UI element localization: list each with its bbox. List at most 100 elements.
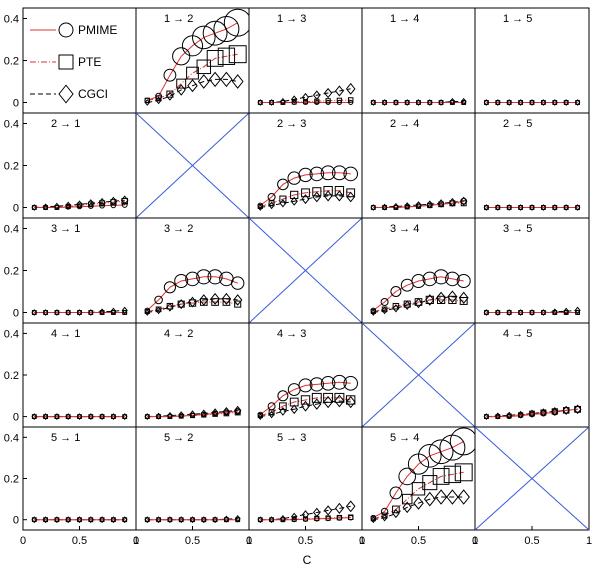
panel-label: 1 → 5	[503, 13, 532, 25]
point-pmime	[154, 295, 163, 305]
legend-label: CGCI	[78, 87, 108, 101]
panel-label: 3 → 5	[503, 223, 532, 235]
panel-1-4: 1 → 4	[361, 7, 476, 114]
x-tick-label: 0.5	[298, 535, 313, 547]
point-pmime	[370, 307, 377, 314]
point-cgci	[323, 505, 333, 516]
x-tick-label: 0	[359, 535, 365, 547]
point-cgci	[562, 405, 570, 415]
x-tick-label: 1	[133, 535, 139, 547]
point-cgci	[268, 410, 275, 419]
point-cgci	[290, 95, 298, 104]
point-pmime	[155, 92, 163, 100]
point-pmime	[231, 276, 245, 290]
y-tick-label: 0.2	[4, 474, 19, 486]
series-line-pmime	[260, 172, 351, 206]
point-pmime	[575, 310, 581, 315]
series-line-pte	[147, 301, 238, 312]
point-cgci	[447, 290, 458, 304]
panel-frame	[474, 7, 590, 114]
point-cgci	[301, 400, 310, 412]
panel-frame	[361, 7, 476, 114]
point-pmime	[291, 100, 297, 105]
point-pmime	[269, 100, 275, 105]
point-pte	[443, 465, 462, 484]
legend-label: PMIME	[78, 23, 117, 37]
point-cgci	[301, 194, 310, 205]
point-pmime	[121, 202, 128, 208]
panel-frame	[135, 426, 250, 531]
point-pmime	[167, 517, 173, 523]
point-pmime	[331, 374, 347, 390]
point-pmime	[77, 414, 82, 420]
point-pmime	[257, 517, 263, 523]
point-pmime	[298, 378, 313, 393]
y-tick-label: 0.2	[4, 161, 19, 173]
panel-5-4: 0 0.5 1 5 → 4	[359, 426, 478, 547]
point-pmime	[223, 517, 229, 523]
point-pmime	[460, 197, 468, 205]
y-tick-label: 0.4	[4, 119, 19, 131]
point-cgci	[290, 512, 298, 521]
point-pmime	[54, 310, 60, 315]
point-pmime	[267, 402, 276, 411]
point-pmime	[389, 486, 403, 500]
point-pte	[279, 195, 287, 203]
point-pte	[176, 78, 187, 89]
point-cgci	[210, 292, 220, 305]
point-pmime	[529, 310, 535, 315]
point-pmime	[223, 409, 230, 416]
x-tick-label: 1	[472, 535, 478, 547]
point-pmime	[88, 414, 94, 420]
point-pmime	[483, 100, 489, 105]
point-pte	[166, 90, 174, 98]
panel-label: 2 → 4	[390, 118, 419, 130]
point-pmime	[428, 439, 454, 465]
point-cgci	[233, 294, 243, 306]
point-pmime	[172, 47, 191, 66]
y-tick-label: 0.2	[4, 266, 19, 278]
panel-5-3: 0 0.5 1 5 → 3	[246, 426, 365, 547]
panel-label: 5 → 3	[277, 432, 306, 444]
point-pmime	[390, 286, 402, 297]
panel-frame	[474, 112, 590, 219]
point-pmime	[54, 517, 60, 523]
panel-2-5: 2 → 5	[474, 112, 590, 219]
point-pmime	[449, 100, 455, 105]
point-cgci	[290, 404, 299, 415]
panel-label: 5 → 2	[164, 432, 193, 444]
point-cgci	[166, 302, 174, 312]
legend-marker	[58, 54, 74, 70]
point-pte	[196, 59, 212, 75]
point-pmime	[167, 414, 173, 420]
panel-label: 4 → 1	[51, 328, 80, 340]
point-pte	[110, 199, 117, 206]
point-pmime	[163, 281, 176, 294]
series-line-pte	[260, 397, 351, 417]
x-tick-label: 0	[133, 535, 139, 547]
point-pmime	[320, 165, 336, 181]
point-pmime	[31, 517, 37, 523]
point-cgci	[414, 297, 423, 309]
panel-label: 4 → 3	[277, 328, 306, 340]
panel-3-4: 3 → 4	[361, 217, 476, 324]
point-pte	[432, 468, 450, 485]
point-pte	[334, 392, 345, 403]
point-pmime	[518, 100, 524, 105]
series-line-pmime	[147, 22, 238, 101]
panel-frame	[135, 322, 250, 428]
point-pte	[411, 482, 426, 496]
legend-label: PTE	[78, 55, 101, 69]
point-pmime	[438, 100, 444, 105]
point-pmime	[336, 515, 343, 521]
panel-5-1: 0 0.2 0.4 0 0.5 1 5 → 1	[4, 426, 139, 547]
panel-label: 5 → 4	[390, 432, 419, 444]
point-pmime	[382, 205, 388, 210]
series-line-cgci	[147, 78, 238, 103]
panel-label: 2 → 3	[277, 118, 306, 130]
panels-layer: 0 0.2 0.4 1 → 2 1 → 3 1 → 4 1 → 5 0 0.2 0.4 2 → 1 2…	[4, 7, 592, 547]
point-pte	[334, 186, 345, 196]
point-pmime	[551, 409, 558, 416]
panel-label: 3 → 4	[390, 223, 419, 235]
